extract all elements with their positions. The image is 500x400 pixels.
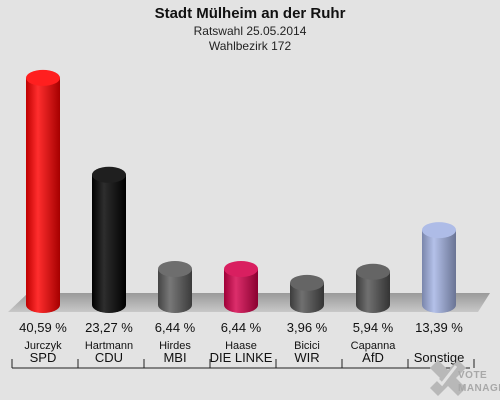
logo-text-vote: VOTE [458,370,487,381]
ballot-check-icon [430,360,466,396]
bar-body [26,77,60,313]
category-label: WIR [294,350,319,365]
value-label: 6,44 % [155,320,196,335]
bar-body [290,282,324,313]
logo-text-manager: MANAGER [458,383,500,394]
category-label: CDU [95,350,123,365]
chart-title: Stadt Mülheim an der Ruhr [155,5,346,22]
chart-subtitle-date: Ratswahl 25.05.2014 [194,24,307,38]
category-label: SPD [30,350,57,365]
bar-body [158,268,192,313]
bar-body [356,271,390,313]
category-label: Sonstige [414,350,465,365]
bar-cap [422,222,456,239]
value-label: 13,39 % [415,320,463,335]
candidate-label: Bicici [294,340,320,352]
bar-mbi [158,260,192,313]
bar-cap [26,69,60,86]
candidate-label: Hirdes [159,340,191,352]
candidate-label: Capanna [351,340,397,352]
bar-body [422,230,456,313]
bar-body [224,268,258,313]
vote-manager-logo: VOTE MANAGER [430,360,500,396]
bar-die-linke [224,260,258,313]
bar-cap [92,166,126,183]
candidate-label: Hartmann [85,340,133,352]
bar-afd [356,263,390,313]
category-label: AfD [362,350,384,365]
bar-cap [224,260,258,277]
candidate-label: Jurczyk [24,340,62,352]
value-label: 3,96 % [287,320,328,335]
bar-cap [356,263,390,280]
value-label: 6,44 % [221,320,262,335]
bar-spd [26,69,60,313]
bar-cdu [92,166,126,313]
bar-cap [290,274,324,291]
category-label: MBI [163,350,186,365]
value-label: 40,59 % [19,320,67,335]
bar-sonstige [422,222,456,313]
bars-group [26,69,456,313]
candidate-label: Haase [225,340,257,352]
bar-wir [290,274,324,313]
bar-body [92,174,126,313]
chart-subtitle-district: Wahlbezirk 172 [209,39,292,53]
value-label: 23,27 % [85,320,133,335]
value-label: 5,94 % [353,320,394,335]
category-label: DIE LINKE [210,350,273,365]
bar-cap [158,260,192,277]
